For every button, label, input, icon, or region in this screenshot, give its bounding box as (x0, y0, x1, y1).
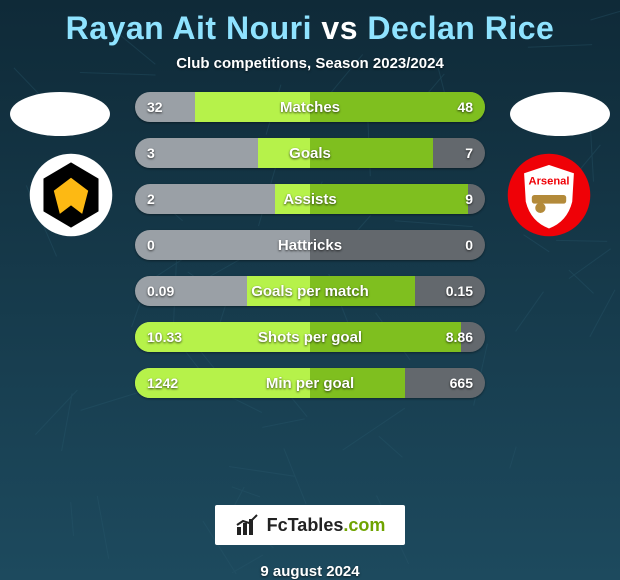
stat-row: 2 9 Assists (135, 184, 485, 214)
vs-text: vs (321, 10, 358, 46)
fill-right (310, 276, 415, 306)
date-text: 9 august 2024 (260, 563, 359, 580)
player2-photo (510, 92, 610, 136)
fill-left (258, 138, 311, 168)
stat-row: 1242 665 Min per goal (135, 368, 485, 398)
wolves-icon (28, 152, 114, 238)
team-logo-left (28, 152, 114, 238)
stat-row: 3 7 Goals (135, 138, 485, 168)
fill-right (310, 92, 485, 122)
svg-text:Arsenal: Arsenal (529, 176, 570, 188)
brand-box: FcTables.com (215, 505, 406, 545)
player1-name: Rayan Ait Nouri (66, 10, 312, 46)
stat-row: 32 48 Matches (135, 92, 485, 122)
track-right (310, 230, 485, 260)
brand-text: FcTables.com (267, 515, 386, 536)
brand-text-a: FcTables (267, 515, 344, 535)
subtitle: Club competitions, Season 2023/2024 (176, 55, 444, 72)
fill-left (135, 368, 310, 398)
stat-row: 0 0 Hattricks (135, 230, 485, 260)
page-title: Rayan Ait Nouri vs Declan Rice (66, 10, 555, 47)
fill-left (275, 184, 310, 214)
player1-photo (10, 92, 110, 136)
fill-right (310, 322, 461, 352)
stat-row: 0.09 0.15 Goals per match (135, 276, 485, 306)
arsenal-icon: Arsenal (506, 152, 592, 238)
brand-text-b: .com (343, 515, 385, 535)
stat-row: 10.33 8.86 Shots per goal (135, 322, 485, 352)
player2-name: Declan Rice (367, 10, 554, 46)
fill-left (195, 92, 311, 122)
brand-chart-icon (235, 513, 259, 537)
fill-right (310, 138, 433, 168)
track-left (135, 230, 310, 260)
fill-right (310, 184, 468, 214)
bars-container: 32 48 Matches 3 7 Goals 2 9 Assists 0 0 (135, 92, 485, 398)
fill-left (247, 276, 310, 306)
chart-stage: Arsenal 32 48 Matches 3 7 Goals (0, 92, 620, 491)
team-logo-right: Arsenal (506, 152, 592, 238)
fill-left (135, 322, 310, 352)
fill-right (310, 368, 405, 398)
